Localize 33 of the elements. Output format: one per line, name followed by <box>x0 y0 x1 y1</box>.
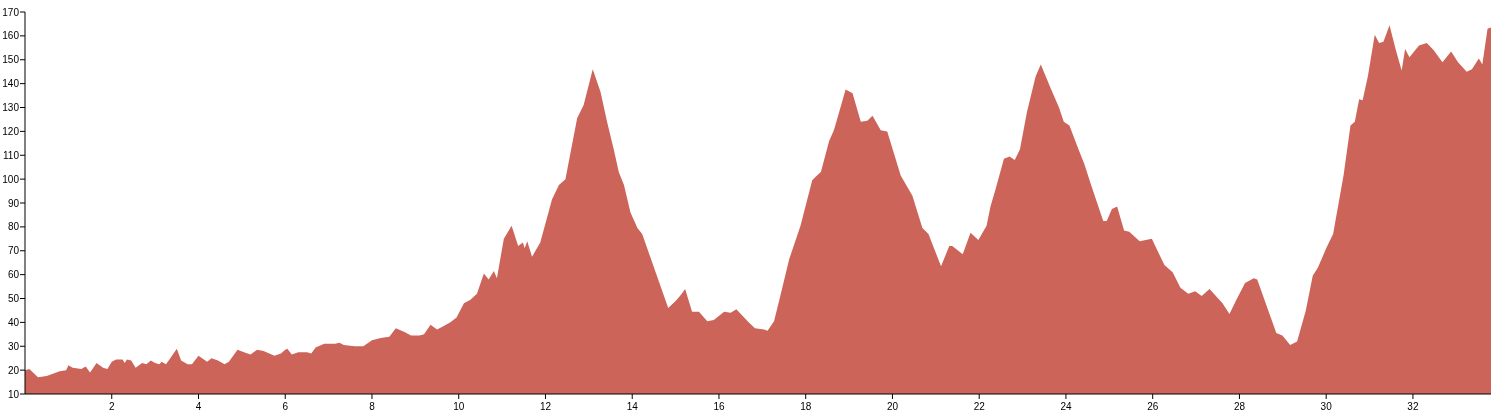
y-tick-label: 70 <box>7 245 20 257</box>
y-tick-label: 120 <box>2 125 20 137</box>
y-tick-label: 160 <box>2 30 20 42</box>
x-tick-label: 28 <box>1233 401 1246 412</box>
x-tick-label: 6 <box>282 401 289 412</box>
y-tick-label: 100 <box>2 173 20 185</box>
y-tick-label: 60 <box>7 269 20 281</box>
x-tick-label: 16 <box>713 401 725 412</box>
y-tick-label: 40 <box>7 316 20 328</box>
y-tick-label: 80 <box>7 221 20 233</box>
y-tick-label: 20 <box>7 364 20 376</box>
x-tick-label: 32 <box>1407 401 1419 412</box>
y-tick-label: 170 <box>2 6 20 18</box>
x-tick-label: 26 <box>1147 401 1159 412</box>
x-tick-label: 4 <box>195 401 202 412</box>
y-tick-label: 150 <box>2 54 20 66</box>
x-tick-label: 30 <box>1320 401 1333 412</box>
x-tick-label: 12 <box>539 401 552 412</box>
x-tick-label: 2 <box>108 401 115 412</box>
y-tick-label: 30 <box>7 340 20 352</box>
y-tick-label: 10 <box>7 388 20 400</box>
x-tick-label: 20 <box>886 401 899 412</box>
y-tick-label: 110 <box>3 149 20 161</box>
y-tick-label: 130 <box>2 102 20 113</box>
x-tick-label: 22 <box>973 401 986 412</box>
x-tick-label: 8 <box>369 401 376 412</box>
y-tick-label: 50 <box>7 293 20 304</box>
x-tick-label: 14 <box>626 401 639 412</box>
y-tick-label: 90 <box>7 197 20 209</box>
y-tick-label: 140 <box>2 78 20 90</box>
x-tick-label: 18 <box>800 401 812 412</box>
x-tick-label: 24 <box>1060 401 1072 412</box>
x-tick-label: 10 <box>453 401 465 412</box>
